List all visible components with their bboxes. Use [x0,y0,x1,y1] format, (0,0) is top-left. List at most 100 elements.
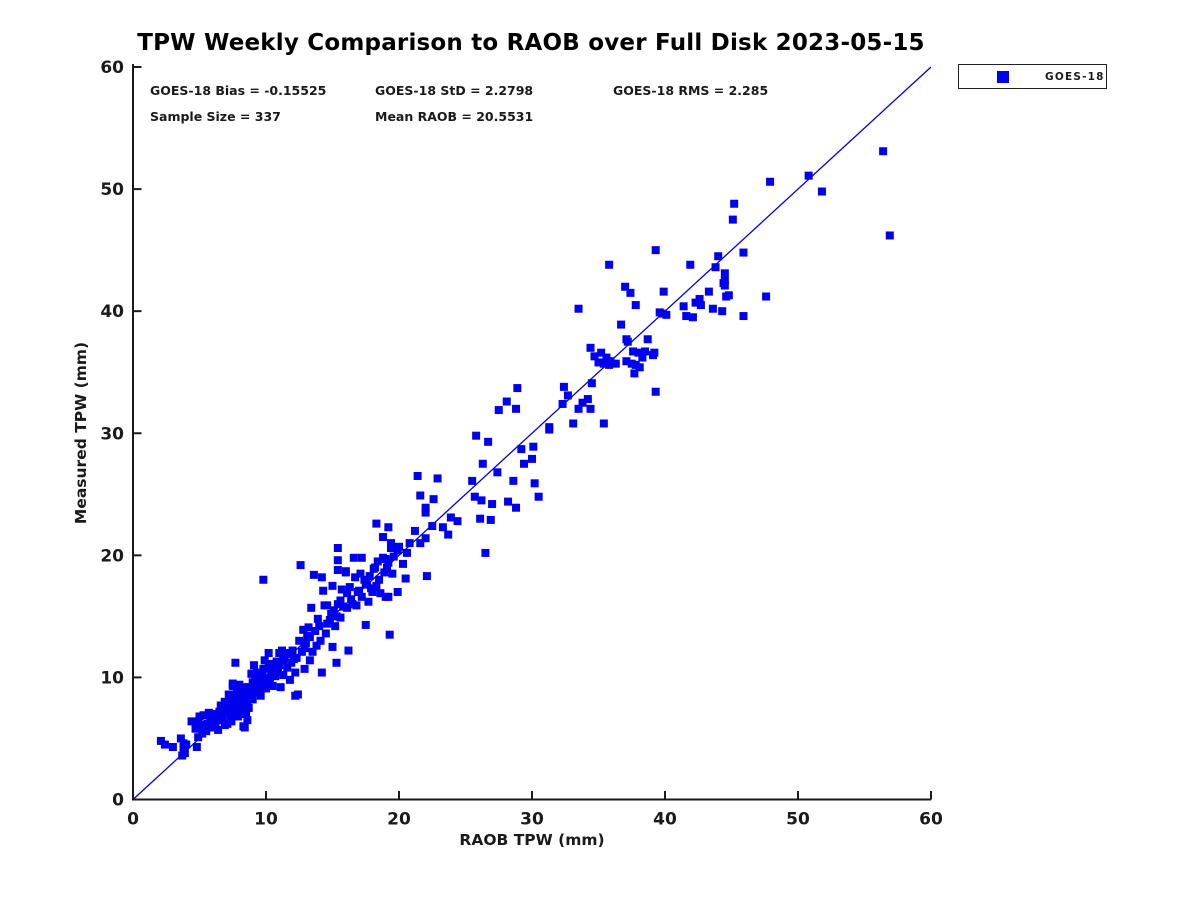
scatter-point [650,348,659,357]
scatter-point [203,719,212,728]
scatter-point [372,581,381,590]
y-tick-label: 50 [100,180,124,200]
scatter-point [433,474,442,483]
scatter-point [453,517,462,526]
scatter-point [288,646,297,655]
scatter-point [218,716,227,725]
scatter-point [446,513,455,522]
scatter-point [611,359,620,368]
scatter-point [349,553,358,562]
scatter-point [559,382,568,391]
scatter-point [328,642,337,651]
scatter-point [315,622,324,631]
scatter-point [379,533,388,542]
scatter-point [300,664,309,673]
scatter-point [659,287,668,296]
scatter-point [301,639,310,648]
scatter-point [355,586,364,595]
scatter-point [470,492,479,501]
scatter-point [268,681,277,690]
scatter-point [168,743,177,752]
scatter-point [545,423,554,432]
scatter-point [739,312,748,321]
scatter-point [291,668,300,677]
scatter-point [357,592,366,601]
scatter-point [259,664,268,673]
scatter-point [679,302,688,311]
scatter-point [634,348,643,357]
scatter-point [279,670,288,679]
stat-mean-raob: Mean RAOB = 20.5531 [375,109,534,124]
scatter-point [622,357,631,366]
scatter-point [605,260,614,269]
x-tick-label: 50 [786,810,810,830]
scatter-point [275,661,284,670]
scatter-point [885,231,894,240]
scatter-point [509,476,518,485]
y-axis-label: Measured TPW (mm) [72,341,90,525]
scatter-point [337,585,346,594]
scatter-point [528,454,536,463]
scatter-point [319,586,328,595]
scatter-point [325,616,334,625]
scatter-point [227,717,236,726]
scatter-point [590,352,599,361]
scatter-point [260,656,269,665]
scatter-point [256,691,265,700]
scatter-point [606,357,615,366]
scatter-point [478,459,487,468]
scatter-point [574,404,583,413]
scatter-point [766,177,775,186]
y-tick-label: 10 [100,668,124,688]
scatter-point [686,260,695,269]
scatter-point [385,630,394,639]
y-tick-label: 0 [112,791,124,811]
y-tick-label: 60 [100,58,124,78]
scatter-point [502,397,511,406]
scatter-point [720,276,729,285]
scatter-point [586,343,595,352]
scatter-point [192,743,201,752]
x-tick-label: 10 [254,810,278,830]
scatter-point [574,304,583,313]
scatter-point [365,572,374,581]
scatter-point [231,658,240,667]
y-tick-label: 20 [100,546,124,566]
scatter-point [372,519,381,528]
scatter-point [428,522,437,531]
scatter-point [817,187,826,196]
chart-title: TPW Weekly Comparison to RAOB over Full … [137,30,925,56]
scatter-point [587,379,596,388]
scatter-point [468,476,477,485]
scatter-point [295,636,304,645]
scatter-point [631,301,640,310]
scatter-point [312,641,321,650]
scatter-point [371,563,380,572]
scatter-point [651,246,660,255]
scatter-point [356,569,365,578]
scatter-point [323,601,332,610]
scatter-point [695,294,704,303]
scatter-point [308,647,317,656]
scatter-point [250,661,259,670]
scatter-point [216,711,225,720]
scatter-point [329,606,338,615]
scatter-point [343,603,352,612]
scatter-point [626,288,635,297]
scatter-point [228,679,237,688]
scatter-point [248,695,257,704]
scatter-point [271,672,280,681]
scatter-point [304,623,313,632]
scatter-point [421,503,430,512]
scatter-point [344,646,353,655]
scatter-point [410,526,419,535]
scatter-point [242,708,251,717]
scatter-point [347,595,356,604]
scatter-point [682,312,691,321]
scatter-point [401,574,410,583]
scatter-point [182,740,191,749]
scatter-point [292,653,301,662]
scatter-point [364,597,373,606]
scatter-point [599,359,608,368]
